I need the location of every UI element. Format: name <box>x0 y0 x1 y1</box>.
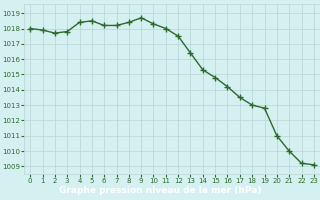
Text: Graphe pression niveau de la mer (hPa): Graphe pression niveau de la mer (hPa) <box>59 186 261 195</box>
